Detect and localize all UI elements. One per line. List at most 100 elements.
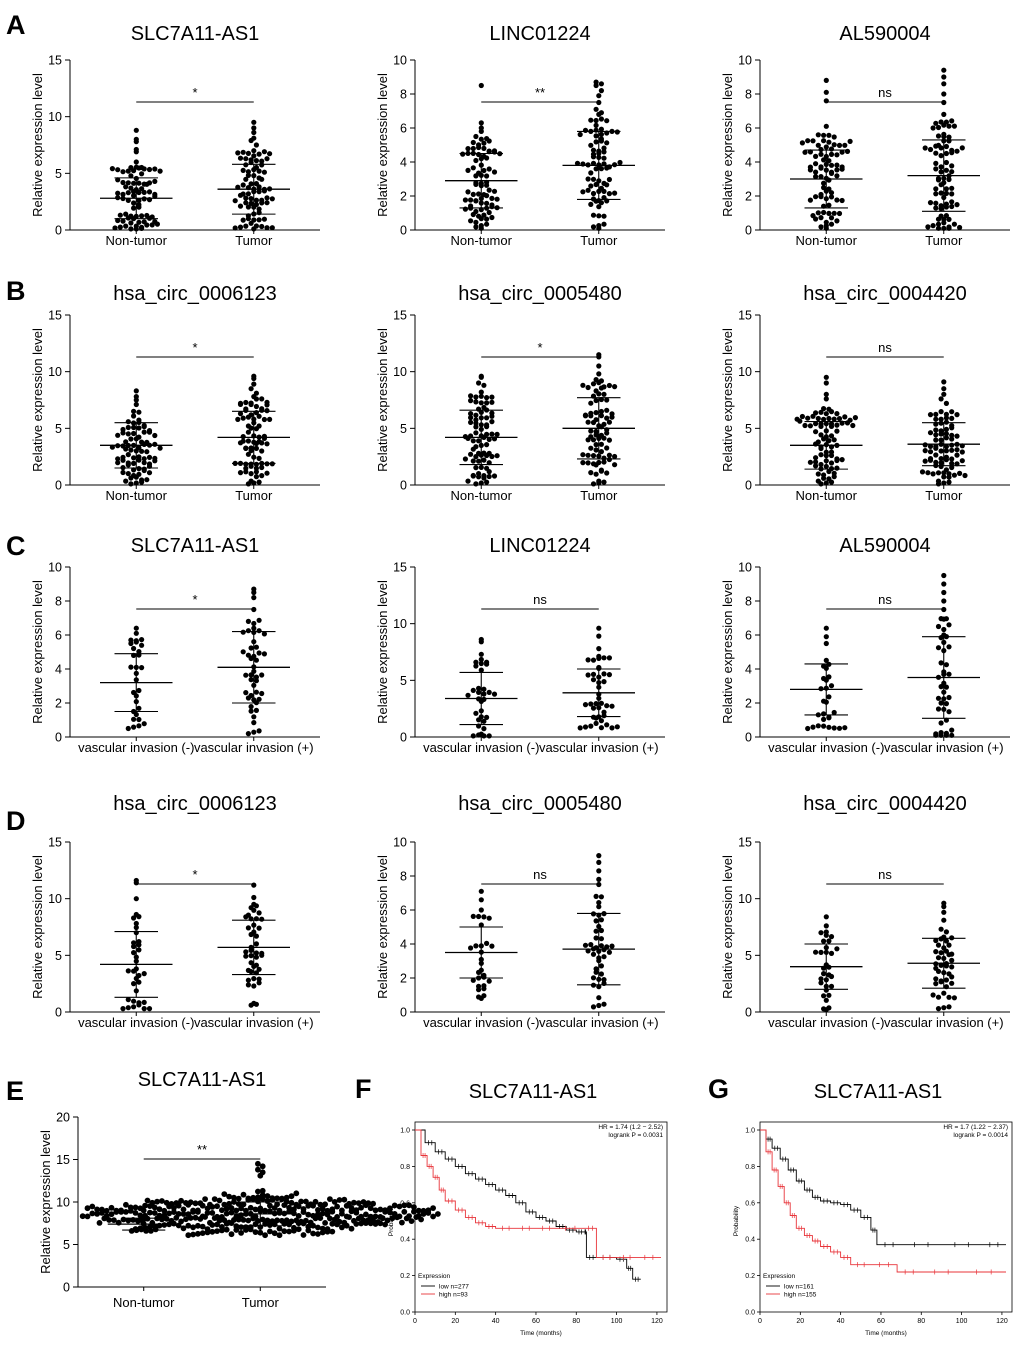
data-point — [144, 477, 150, 483]
data-point — [489, 214, 495, 221]
data-point — [818, 146, 824, 153]
chart-title: hsa_circ_0006123 — [113, 793, 276, 815]
data-point — [478, 660, 484, 667]
data-point — [256, 184, 262, 190]
data-point — [141, 999, 147, 1006]
data-point — [264, 1193, 271, 1199]
data-point — [250, 1196, 256, 1202]
data-point — [202, 1196, 209, 1202]
data-point — [612, 190, 618, 196]
data-point — [334, 1221, 340, 1228]
data-point — [264, 1198, 271, 1204]
data-point — [166, 1221, 173, 1228]
data-point — [256, 168, 262, 174]
data-point — [959, 449, 965, 455]
data-point — [943, 938, 950, 944]
data-point — [935, 1006, 942, 1012]
data-point — [146, 454, 153, 460]
data-point — [823, 923, 829, 929]
data-point — [484, 155, 490, 161]
data-point — [590, 154, 597, 160]
data-point — [927, 412, 934, 418]
data-point — [935, 470, 942, 476]
data-point — [933, 166, 939, 172]
data-point — [590, 147, 597, 153]
data-point — [248, 947, 254, 954]
data-point — [593, 969, 599, 975]
data-point — [300, 1209, 307, 1215]
data-point — [256, 925, 262, 931]
data-point — [139, 171, 145, 177]
data-point — [259, 223, 265, 230]
data-point — [141, 467, 147, 474]
y-tick-label: 5 — [400, 674, 407, 688]
data-point — [601, 655, 607, 661]
data-point — [131, 189, 137, 195]
data-point — [353, 1221, 360, 1227]
data-point — [949, 409, 955, 415]
data-point — [590, 160, 597, 166]
data-point — [133, 388, 139, 394]
data-point — [491, 473, 498, 479]
y-tick-label: 4 — [55, 663, 62, 677]
data-point — [131, 430, 137, 437]
data-point — [580, 452, 586, 458]
data-point — [468, 415, 474, 421]
y-tick-label: 0 — [745, 479, 752, 493]
data-point — [954, 452, 960, 458]
y-tick-label: 5 — [55, 422, 62, 436]
data-point — [826, 992, 832, 998]
y-tick-label: 10 — [738, 365, 752, 379]
data-point — [319, 1210, 326, 1217]
data-point — [962, 472, 968, 479]
data-point — [253, 474, 259, 480]
data-point — [147, 1209, 153, 1216]
data-point — [601, 479, 607, 485]
panel-label-b: B — [6, 276, 26, 306]
data-point — [481, 686, 487, 692]
data-point — [248, 969, 254, 975]
x-tick-label: vascular invasion (-) — [78, 1015, 194, 1030]
data-point — [933, 160, 939, 166]
data-point — [823, 225, 829, 231]
chart-title: AL590004 — [839, 23, 930, 45]
data-point — [315, 1224, 321, 1231]
chart-title: hsa_circ_0005480 — [458, 283, 621, 305]
data-point — [476, 438, 482, 444]
data-point — [387, 1209, 393, 1216]
data-point — [598, 116, 605, 122]
data-point — [261, 149, 267, 155]
data-point — [473, 157, 479, 164]
data-point — [941, 581, 947, 587]
data-point — [195, 1222, 201, 1229]
data-point — [248, 220, 254, 226]
data-point — [120, 218, 126, 224]
data-point — [807, 197, 814, 203]
data-point — [139, 1218, 146, 1225]
data-point — [131, 200, 137, 206]
data-point — [128, 226, 134, 232]
y-tick-label: 10 — [393, 617, 407, 631]
data-point — [259, 396, 265, 402]
data-point — [826, 724, 832, 730]
data-point — [802, 422, 808, 429]
data-point — [133, 880, 139, 886]
data-point — [178, 1197, 185, 1204]
data-point — [262, 1232, 268, 1239]
data-point — [481, 974, 487, 980]
data-point — [957, 224, 963, 231]
data-point — [257, 1172, 264, 1179]
y-axis-label: Relative expression level — [375, 328, 390, 472]
data-point — [228, 1209, 235, 1216]
data-point — [604, 430, 610, 436]
data-point — [348, 1208, 355, 1215]
data-point — [136, 466, 142, 472]
y-tick-label: 8 — [55, 595, 62, 609]
data-point — [139, 448, 145, 454]
data-point — [813, 153, 819, 159]
data-point — [593, 106, 599, 112]
data-point — [214, 1228, 221, 1234]
data-point — [253, 954, 259, 960]
data-point — [596, 853, 602, 859]
data-point — [949, 163, 955, 169]
